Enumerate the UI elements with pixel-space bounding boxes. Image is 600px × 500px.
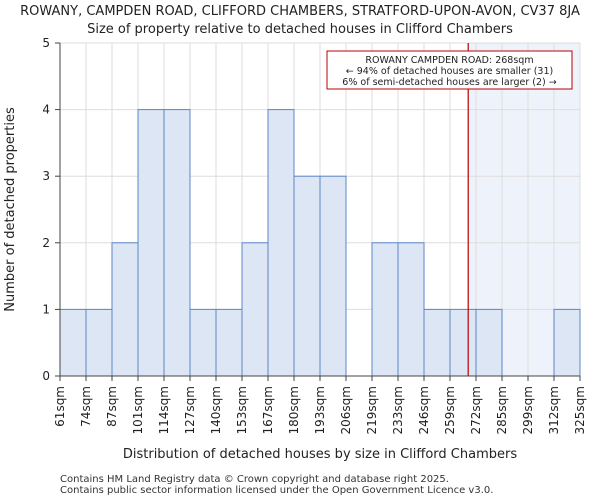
footer-copyright: Contains HM Land Registry data © Crown c… <box>60 474 449 485</box>
histogram-bar <box>553 308 581 377</box>
x-tick-label: 127sqm <box>183 386 197 434</box>
x-tick-label: 140sqm <box>209 386 223 434</box>
histogram-bar <box>319 175 347 377</box>
y-tick-label: 1 <box>42 302 50 316</box>
histogram-bar <box>111 242 139 377</box>
x-tick-label: 272sqm <box>469 386 483 434</box>
x-tick-label: 180sqm <box>287 386 301 434</box>
x-tick-label: 285sqm <box>495 386 509 434</box>
x-tick-label: 325sqm <box>573 386 587 434</box>
x-tick-label: 114sqm <box>157 386 171 434</box>
x-tick-label: 233sqm <box>391 386 405 434</box>
histogram-bar <box>475 308 503 377</box>
histogram-bar <box>163 109 191 377</box>
chart-subtitle: Size of property relative to detached ho… <box>87 22 513 37</box>
y-tick-label: 0 <box>42 369 50 383</box>
y-tick-label: 3 <box>42 169 50 183</box>
x-tick-label: 101sqm <box>131 386 145 434</box>
x-tick-label: 312sqm <box>547 386 561 434</box>
chart-title: ROWANY, CAMPDEN ROAD, CLIFFORD CHAMBERS,… <box>20 4 580 19</box>
histogram-bar <box>293 175 321 377</box>
annotation-line-2: ← 94% of detached houses are smaller (31… <box>346 66 553 77</box>
y-tick-label: 5 <box>42 36 50 50</box>
x-tick-label: 193sqm <box>313 386 327 434</box>
x-tick-label: 167sqm <box>261 386 275 434</box>
histogram-bar <box>215 308 243 377</box>
histogram-bar <box>397 242 425 377</box>
x-axis-label: Distribution of detached houses by size … <box>123 447 517 462</box>
histogram-bar <box>85 308 113 377</box>
x-tick-label: 219sqm <box>365 386 379 434</box>
footer-licence: Contains public sector information licen… <box>60 485 494 496</box>
annotation-line-3: 6% of semi-detached houses are larger (2… <box>342 77 556 88</box>
y-tick-label: 4 <box>42 103 50 117</box>
histogram-bar <box>267 109 295 377</box>
x-tick-label: 87sqm <box>105 386 119 427</box>
x-tick-label: 74sqm <box>79 386 93 427</box>
histogram-bar <box>59 308 87 377</box>
x-tick-label: 299sqm <box>521 386 535 434</box>
x-tick-label: 206sqm <box>339 386 353 434</box>
x-tick-label: 259sqm <box>443 386 457 434</box>
x-tick-label: 61sqm <box>53 386 67 427</box>
histogram-bar <box>423 308 451 377</box>
y-axis-label: Number of detached properties <box>3 107 18 312</box>
histogram-bar <box>241 242 269 377</box>
histogram-bar <box>189 308 217 377</box>
annotation-line-1: ROWANY CAMPDEN ROAD: 268sqm <box>365 55 533 66</box>
histogram-bar <box>449 308 477 377</box>
histogram-bar <box>137 109 165 377</box>
x-tick-label: 246sqm <box>417 386 431 434</box>
histogram-bar <box>371 242 399 377</box>
annotation-box <box>326 50 573 90</box>
x-tick-label: 153sqm <box>235 386 249 434</box>
y-tick-label: 2 <box>42 236 50 250</box>
